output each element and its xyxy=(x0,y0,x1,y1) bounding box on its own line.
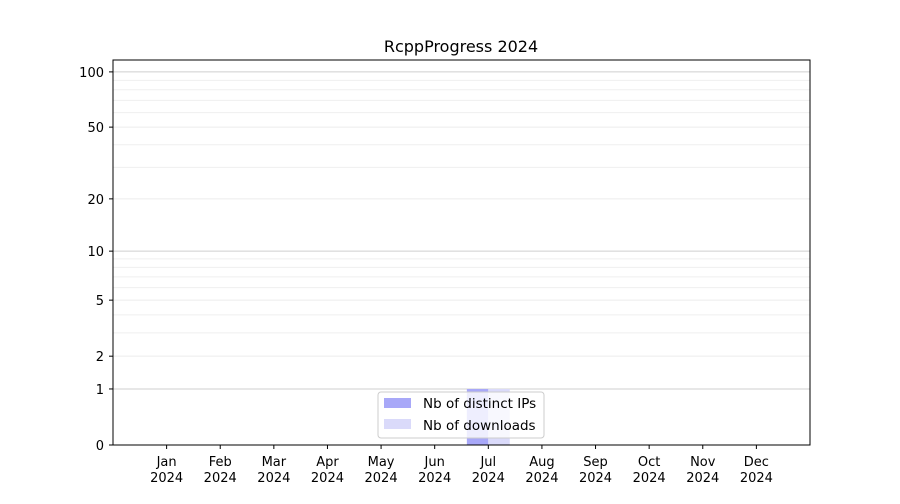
x-tick-label-month: Nov xyxy=(690,455,716,470)
x-tick-label-month: Aug xyxy=(529,455,554,470)
x-tick-label-year: 2024 xyxy=(418,471,451,486)
x-axis: Jan2024Feb2024Mar2024Apr2024May2024Jun20… xyxy=(150,445,773,486)
x-tick-label-year: 2024 xyxy=(472,471,505,486)
x-tick-label-year: 2024 xyxy=(740,471,773,486)
chart-title: RcppProgress 2024 xyxy=(384,37,538,56)
x-tick-label-month: Jun xyxy=(424,455,445,470)
x-tick-label-year: 2024 xyxy=(365,471,398,486)
x-tick-label-year: 2024 xyxy=(686,471,719,486)
x-tick-label-month: Jul xyxy=(479,455,496,470)
y-tick-label: 5 xyxy=(96,294,104,309)
x-tick-label-month: Sep xyxy=(583,455,608,470)
x-tick-label-month: Oct xyxy=(638,455,660,470)
legend-label-downloads: Nb of downloads xyxy=(423,418,536,434)
y-tick-label: 100 xyxy=(79,66,104,81)
x-tick-label-month: Dec xyxy=(744,455,769,470)
x-tick-label-year: 2024 xyxy=(150,471,183,486)
x-tick-label-year: 2024 xyxy=(633,471,666,486)
plot-frame xyxy=(112,59,811,446)
y-axis: 0 1 2 5 10 20 50 100 xyxy=(79,66,113,454)
x-tick-label-year: 2024 xyxy=(204,471,237,486)
y-tick-label: 20 xyxy=(87,193,104,208)
legend-swatch-ips xyxy=(384,398,411,408)
x-tick-label-year: 2024 xyxy=(311,471,344,486)
grid xyxy=(113,71,810,446)
legend-label-ips: Nb of distinct IPs xyxy=(423,396,536,412)
y-tick-label: 1 xyxy=(96,383,104,398)
x-tick-label-year: 2024 xyxy=(579,471,612,486)
x-tick-label-month: Feb xyxy=(209,455,232,470)
y-tick-label: 0 xyxy=(96,439,104,454)
x-tick-label-year: 2024 xyxy=(525,471,558,486)
y-tick-label: 10 xyxy=(87,245,104,260)
y-tick-label: 2 xyxy=(96,350,104,365)
x-tick-label-month: Mar xyxy=(262,455,287,470)
x-tick-label-month: May xyxy=(368,455,395,470)
x-tick-label-year: 2024 xyxy=(257,471,290,486)
x-tick-label-month: Apr xyxy=(316,455,339,470)
legend-box xyxy=(377,391,545,439)
legend: Nb of distinct IPs Nb of downloads xyxy=(377,391,545,439)
x-tick-label-month: Jan xyxy=(156,455,177,470)
y-tick-label: 50 xyxy=(87,121,104,136)
legend-swatch-downloads xyxy=(384,419,411,429)
